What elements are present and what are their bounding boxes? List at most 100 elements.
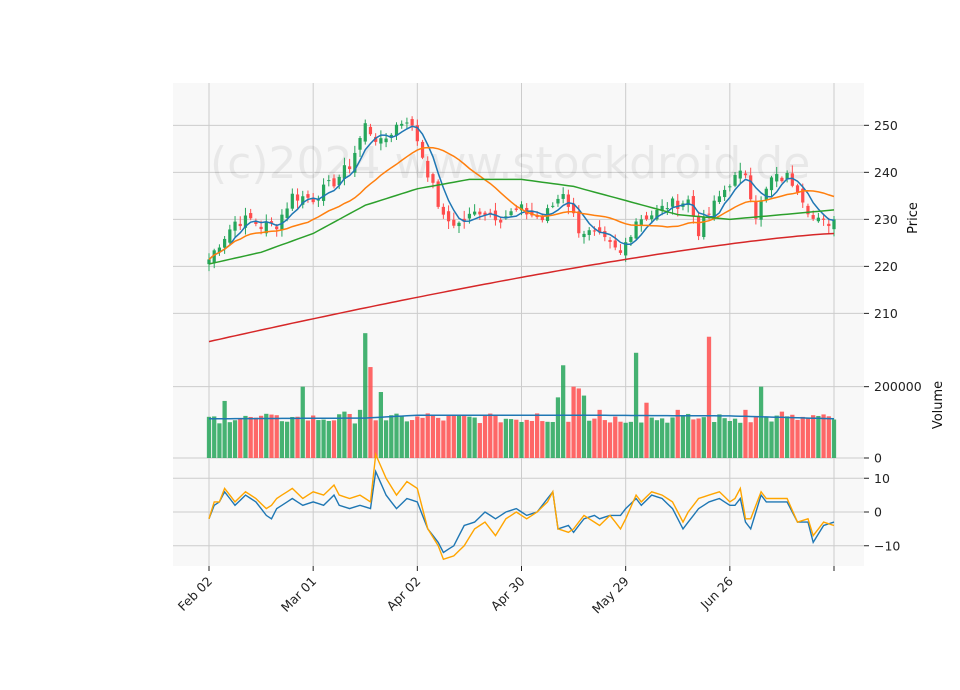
volume-bar (701, 417, 706, 458)
volume-bar (738, 422, 743, 458)
volume-bar (363, 333, 368, 458)
candle (290, 193, 294, 209)
volume-bar (462, 416, 467, 458)
volume-bar (811, 415, 816, 458)
price-axis-label: Price (906, 202, 921, 234)
candle (723, 189, 727, 198)
candle (587, 230, 591, 236)
volume-bar (399, 415, 404, 458)
volume-bar (503, 418, 509, 458)
candle (509, 211, 513, 216)
volume-bar (753, 417, 759, 458)
candle (420, 141, 425, 158)
volume-bar (269, 414, 274, 458)
x-tick-label: Feb 02 (175, 574, 215, 614)
candle (321, 184, 326, 201)
x-tick-label: May 29 (589, 573, 632, 616)
oscillator-line-blue (208, 468, 835, 554)
candle (374, 136, 378, 142)
candle (676, 200, 680, 209)
oscillator-tick-label: 0 (874, 505, 882, 520)
x-tick-label: Apr 30 (488, 573, 528, 613)
candle (394, 124, 399, 136)
volume-axis-label: Volume (931, 381, 946, 429)
oscillator-panel (208, 451, 835, 561)
volume-bar (821, 414, 826, 458)
volume-bar (425, 413, 430, 458)
volume-bar (696, 418, 701, 458)
volume-bar (373, 420, 378, 458)
volume-bar (805, 417, 811, 458)
volume-bar (722, 418, 727, 458)
volume-bar (800, 416, 805, 458)
price-tick-label: 240 (874, 165, 898, 180)
candle (514, 208, 518, 210)
volume-bar (508, 419, 514, 458)
volume-bar (581, 395, 587, 458)
volume-bar (316, 420, 321, 458)
volume-bar (576, 388, 581, 458)
volume-bar (409, 420, 415, 458)
volume-bar (248, 416, 253, 458)
volume-bar (826, 416, 831, 458)
candle (738, 170, 742, 179)
candle (499, 219, 503, 223)
candle (441, 206, 445, 215)
candle (670, 198, 675, 207)
candle (446, 211, 451, 222)
candle (431, 174, 435, 183)
volume-bar (472, 417, 477, 458)
candle (566, 194, 570, 207)
candle (608, 239, 612, 242)
x-tick-label: Jun 26 (697, 573, 736, 612)
volume-bar (451, 415, 456, 458)
candle (639, 219, 643, 226)
volume-bar (769, 421, 774, 458)
price-tick-label: 220 (874, 259, 898, 274)
candle (618, 250, 623, 253)
volume-bar (321, 419, 326, 458)
volume-bar (571, 386, 576, 458)
volume-bar (493, 415, 498, 458)
volume-bar (519, 421, 524, 458)
volume-bar (258, 415, 264, 458)
oscillator-line-orange (208, 451, 835, 561)
volume-bar (790, 414, 795, 458)
volume-bar (337, 414, 342, 458)
candle (327, 180, 331, 182)
candle (754, 201, 758, 219)
volume-bar (649, 417, 654, 458)
volume-bar (654, 420, 660, 458)
candle (582, 233, 586, 238)
x-tick-label: Apr 02 (383, 574, 423, 614)
volume-bar (686, 413, 691, 458)
volume-bar (331, 420, 337, 458)
x-tick-label: Mar 01 (278, 574, 319, 615)
volume-bar (680, 415, 686, 458)
candle (337, 176, 341, 186)
volume-tick-label: 200000 (874, 379, 922, 394)
volume-bar (498, 422, 503, 458)
volume-bar (222, 400, 227, 458)
candle (478, 211, 482, 215)
volume-bar (227, 422, 232, 458)
candle (358, 138, 362, 150)
candle (353, 152, 357, 173)
volume-bar (243, 415, 248, 458)
volume-bar (415, 416, 420, 458)
candle (592, 230, 597, 232)
volume-bar (712, 422, 717, 458)
ma50-line (208, 178, 835, 265)
volume-bar (404, 421, 410, 458)
candle (702, 216, 706, 238)
volume-bar (456, 415, 462, 458)
price-tick-label: 210 (874, 306, 898, 321)
candle (764, 188, 768, 201)
candle (795, 185, 800, 193)
candle (269, 221, 274, 223)
candle (660, 205, 664, 211)
volume-bar (748, 422, 753, 458)
candle (650, 215, 654, 220)
volume-bar (311, 415, 316, 458)
volume-bar (555, 397, 561, 458)
